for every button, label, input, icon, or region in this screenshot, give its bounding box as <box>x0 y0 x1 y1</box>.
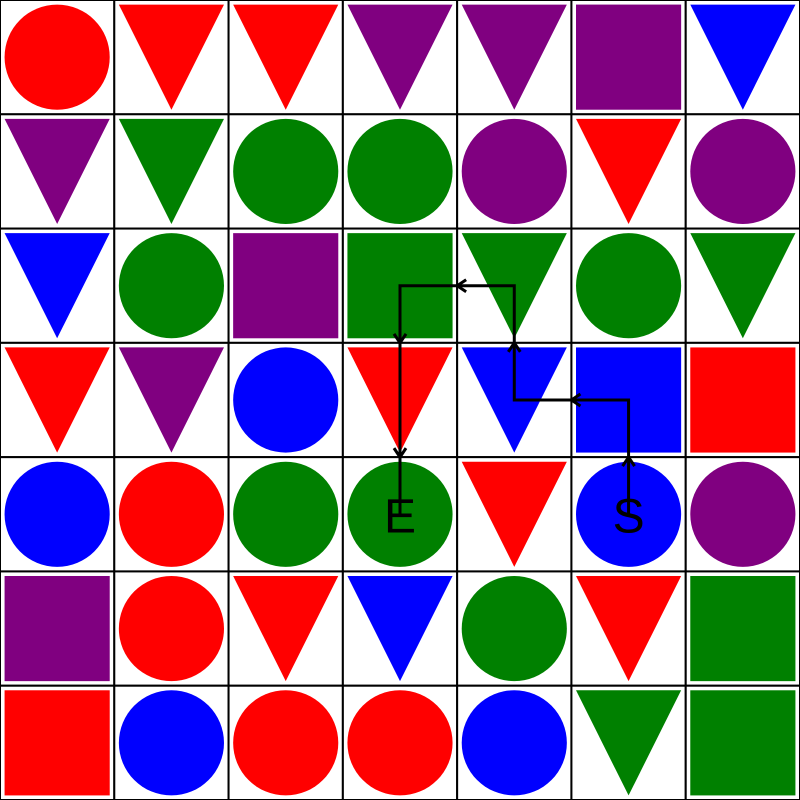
grid-cell <box>113 570 230 687</box>
start-marker-label: S <box>613 490 645 543</box>
blue-circle-shape <box>461 690 567 796</box>
grid-cell <box>227 113 344 230</box>
grid-cell <box>227 341 344 459</box>
grid-cell <box>113 227 230 344</box>
grid-cell <box>0 456 116 573</box>
grid-cell <box>113 341 230 459</box>
grid-cell <box>456 684 573 800</box>
grid-cell <box>0 227 116 344</box>
grid-cell <box>684 113 800 230</box>
path-direction-arrow-icon <box>568 392 582 408</box>
blue-triangle-shape <box>690 4 796 110</box>
green-circle-shape <box>118 233 224 339</box>
purple-triangle-shape <box>461 4 567 110</box>
red-triangle-shape <box>233 576 339 682</box>
grid-cell <box>684 684 800 800</box>
grid-cell <box>570 570 687 687</box>
purple-square-shape <box>576 4 682 110</box>
grid-cell <box>341 0 459 116</box>
grid-cell <box>227 227 344 344</box>
blue-triangle-shape <box>347 576 453 682</box>
green-circle-shape <box>347 118 453 224</box>
red-square-shape <box>690 347 796 453</box>
grid-cell <box>227 456 344 573</box>
grid-cell <box>570 227 687 344</box>
blue-triangle-shape <box>4 233 110 339</box>
path-direction-arrow-icon <box>507 340 522 353</box>
grid-cell <box>113 113 230 230</box>
red-circle-shape <box>4 4 110 110</box>
grid-cell <box>0 341 116 459</box>
purple-circle-shape <box>690 118 796 224</box>
solution-path-line <box>398 284 631 515</box>
grid-cell <box>684 227 800 344</box>
grid-cell <box>570 113 687 230</box>
red-triangle-shape <box>461 461 567 567</box>
path-direction-arrow-icon <box>454 278 467 293</box>
purple-square-shape <box>233 233 339 339</box>
grid-cell <box>456 456 573 573</box>
red-triangle-shape <box>233 4 339 110</box>
blue-circle-shape <box>233 347 339 453</box>
red-triangle-shape <box>576 576 682 682</box>
green-square-shape <box>690 690 796 796</box>
grid-cell <box>456 0 573 116</box>
grid-cell <box>684 456 800 573</box>
path-direction-arrow-icon <box>392 447 408 460</box>
green-triangle-shape <box>690 233 796 339</box>
grid-cell <box>570 0 687 116</box>
grid-cell <box>227 684 344 800</box>
grid-cell <box>0 113 116 230</box>
grid-cell <box>113 0 230 116</box>
green-triangle-shape <box>576 690 682 796</box>
grid-cell <box>341 684 459 800</box>
grid-cell <box>113 684 230 800</box>
purple-square-shape <box>4 576 110 682</box>
grid-cell <box>0 570 116 687</box>
purple-circle-shape <box>461 118 567 224</box>
green-square-shape <box>690 576 796 682</box>
end-marker-label: E <box>384 490 416 543</box>
red-triangle-shape <box>4 347 110 453</box>
red-circle-shape <box>347 690 453 796</box>
red-circle-shape <box>118 461 224 567</box>
grid-cell <box>227 0 344 116</box>
green-triangle-shape <box>118 118 224 224</box>
purple-triangle-shape <box>4 118 110 224</box>
green-circle-shape <box>233 461 339 567</box>
purple-circle-shape <box>690 461 796 567</box>
grid-cell <box>684 341 800 459</box>
path-direction-arrow-icon <box>621 454 636 467</box>
path-layer <box>392 278 636 515</box>
green-circle-shape <box>576 233 682 339</box>
grid-cell <box>570 684 687 800</box>
grid-cell <box>341 113 459 230</box>
red-square-shape <box>4 690 110 796</box>
blue-circle-shape <box>118 690 224 796</box>
green-circle-shape <box>461 576 567 682</box>
grid-cell <box>0 0 116 116</box>
purple-triangle-shape <box>118 347 224 453</box>
grid-cell <box>0 684 116 800</box>
green-circle-shape <box>233 118 339 224</box>
blue-circle-shape <box>4 461 110 567</box>
red-triangle-shape <box>576 118 682 224</box>
labels-layer: S E <box>384 490 645 543</box>
grid-cell <box>684 570 800 687</box>
grid-cell <box>113 456 230 573</box>
red-triangle-shape <box>118 4 224 110</box>
red-circle-shape <box>118 576 224 682</box>
grid-cell <box>341 570 459 687</box>
red-circle-shape <box>233 690 339 796</box>
grid-cell <box>684 0 800 116</box>
grid-cell <box>456 570 573 687</box>
grid-cell <box>456 113 573 230</box>
grid-cell <box>227 570 344 687</box>
purple-triangle-shape <box>347 4 453 110</box>
path-direction-arrow-icon <box>392 333 408 346</box>
